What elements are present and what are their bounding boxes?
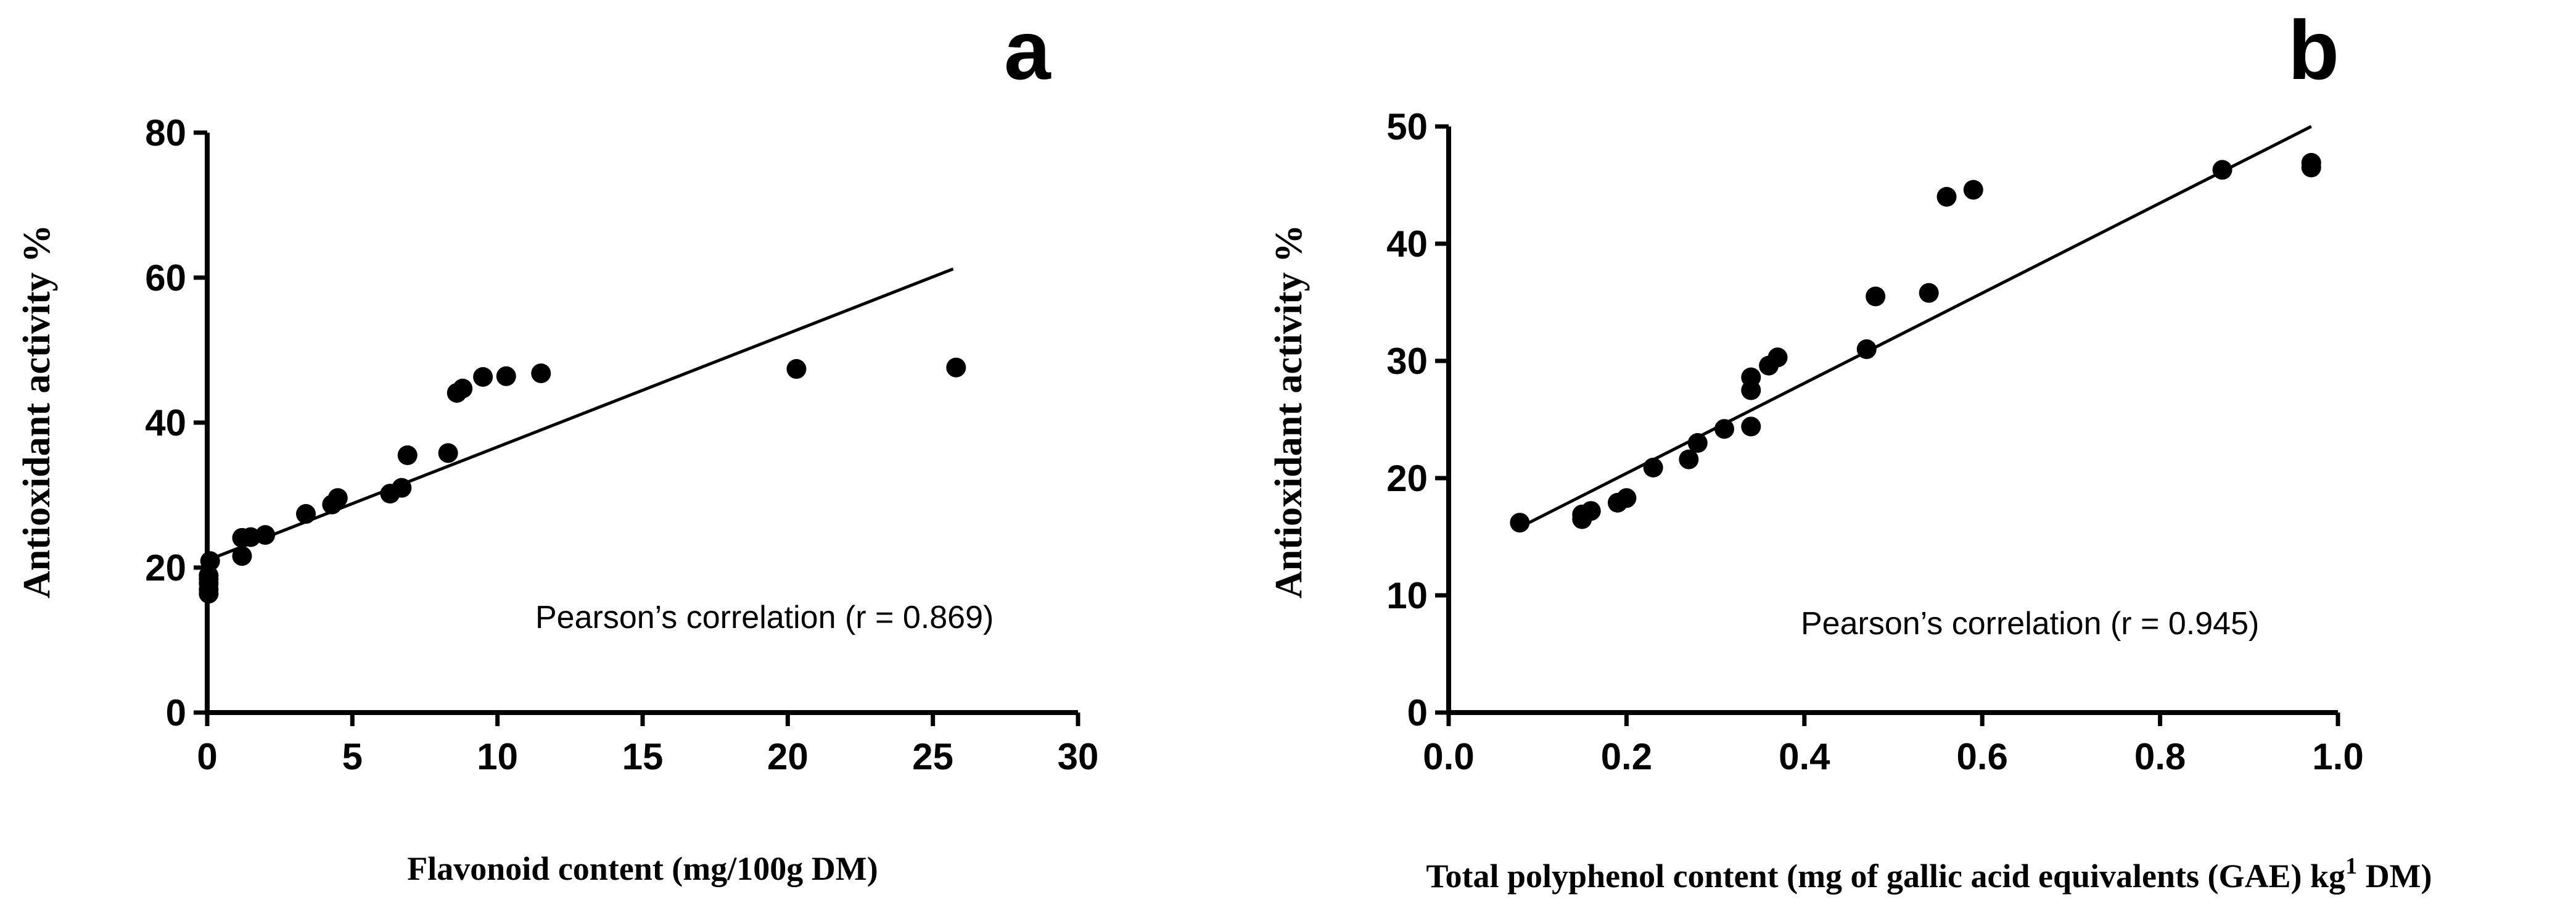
y-tick-label: 0 [166, 692, 186, 734]
panel-letter-b: b [2288, 3, 2339, 97]
data-point [496, 366, 516, 386]
x-axis-label-a: Flavonoid content (mg/100g DM) [407, 850, 878, 887]
panel-b: b 0 10 20 30 40 50 0.0 0.2 0.4 0.6 0.8 1.0 Pearson… [1268, 3, 2432, 895]
x-axis-label-b-main: Total polyphenol content (mg of gallic a… [1426, 858, 2345, 895]
x-tick-label: 5 [342, 736, 363, 777]
y-tick-label: 20 [145, 547, 186, 589]
data-point [392, 478, 412, 498]
x-axis-label-b-superscript: 1 [2345, 853, 2357, 879]
y-tick-label: 0 [1407, 692, 1428, 734]
data-point [1679, 449, 1699, 469]
data-point [2301, 152, 2321, 173]
x-tick-label: 0.4 [1779, 736, 1830, 777]
data-point [200, 551, 220, 571]
data-point [255, 525, 276, 545]
pearson-annotation-b: Pearson’s correlation (r = 0.945) [1801, 606, 2259, 642]
data-point [397, 445, 418, 465]
trendline-a [207, 267, 954, 562]
y-axis-label-b: Antioxidant activity % [1268, 225, 1310, 598]
pearson-annotation-a: Pearson’s correlation (r = 0.869) [535, 600, 994, 635]
x-tick-label: 10 [477, 736, 518, 777]
x-axis-label-b-suffix: DM) [2357, 858, 2432, 895]
x-tick-label: 1.0 [2312, 736, 2363, 777]
x-ticks-a: 0 5 10 15 20 25 30 [197, 713, 1098, 777]
data-point [327, 488, 348, 508]
data-point [1510, 513, 1530, 533]
data-point [1936, 187, 1957, 207]
panel-a: a 0 20 40 60 80 0 5 10 15 20 25 30 Pearson’s corre… [16, 3, 1098, 887]
x-tick-label: 30 [1058, 736, 1099, 777]
x-ticks-b: 0.0 0.2 0.4 0.6 0.8 1.0 [1423, 713, 2364, 777]
y-tick-label: 20 [1386, 458, 1428, 499]
y-tick-label: 40 [145, 402, 186, 444]
y-ticks-b: 0 10 20 30 40 50 [1386, 106, 1449, 734]
points-a [199, 357, 966, 604]
points-b [1510, 152, 2321, 533]
y-tick-label: 30 [1386, 341, 1428, 382]
x-tick-label: 25 [912, 736, 953, 777]
data-point [1741, 367, 1761, 387]
data-point [2212, 160, 2232, 180]
y-tick-label: 80 [145, 112, 186, 154]
y-tick-label: 60 [145, 257, 186, 299]
data-point [232, 546, 252, 566]
data-point [241, 527, 261, 547]
data-point [473, 366, 493, 387]
data-point [786, 359, 807, 379]
data-point [296, 504, 316, 524]
data-point [199, 565, 219, 585]
x-tick-label: 20 [767, 736, 809, 777]
data-point [1767, 347, 1788, 368]
y-tick-label: 10 [1386, 575, 1428, 616]
data-point [1919, 283, 1939, 303]
y-ticks-a: 0 20 40 60 80 [145, 112, 207, 734]
y-axis-label-a: Antioxidant activity % [16, 225, 58, 598]
data-point [1856, 339, 1877, 359]
x-tick-label: 0.2 [1601, 736, 1652, 777]
data-point [531, 363, 551, 384]
data-point [1581, 501, 1601, 521]
data-point [438, 443, 458, 463]
x-axis-label-b: Total polyphenol content (mg of gallic a… [1426, 853, 2432, 895]
x-tick-label: 0 [197, 736, 217, 777]
x-tick-label: 0.8 [2134, 736, 2186, 777]
data-point [1643, 457, 1663, 478]
data-point [1963, 180, 1983, 200]
data-point [1866, 286, 1886, 307]
data-point [1714, 419, 1735, 439]
data-point [1616, 488, 1637, 508]
panel-letter-a: a [1004, 3, 1051, 97]
data-point [1687, 433, 1708, 453]
x-tick-label: 0.0 [1423, 736, 1474, 777]
x-tick-label: 15 [622, 736, 664, 777]
x-tick-label: 0.6 [1956, 736, 2007, 777]
trendline-b [1519, 125, 2312, 529]
y-tick-label: 40 [1386, 223, 1428, 265]
data-point [453, 378, 473, 399]
y-tick-label: 50 [1386, 106, 1428, 147]
data-point [1741, 416, 1761, 437]
data-point [946, 357, 966, 378]
